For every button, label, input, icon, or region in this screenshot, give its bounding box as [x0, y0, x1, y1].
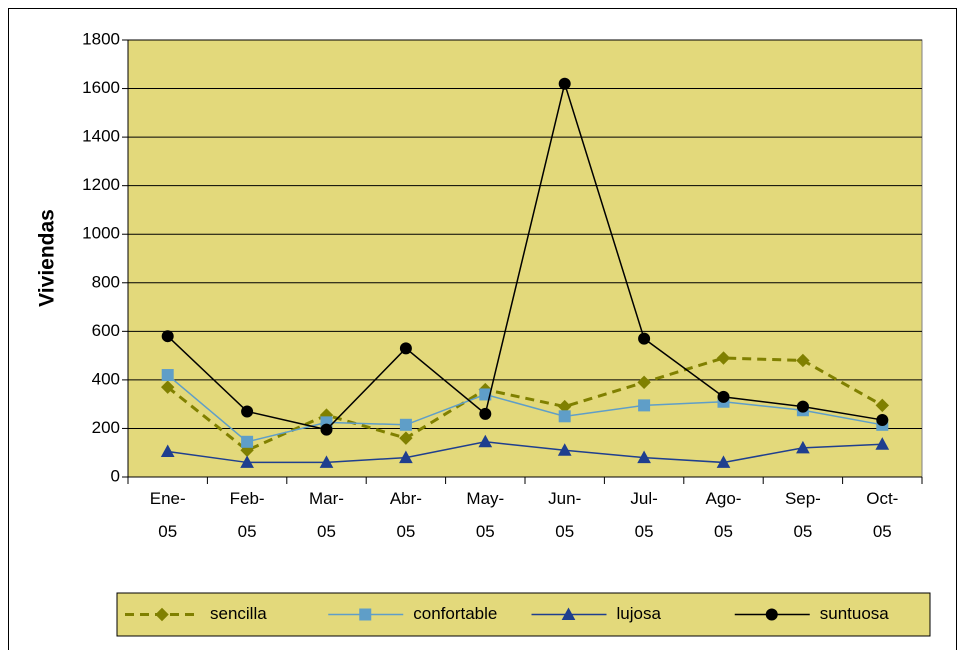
legend-label: suntuosa: [820, 604, 890, 623]
marker: [399, 431, 413, 445]
legend-marker: [765, 608, 778, 621]
y-tick-label: 400: [92, 369, 120, 388]
marker: [319, 455, 334, 468]
plot-area: [127, 39, 923, 478]
y-tick-label: 800: [92, 272, 120, 291]
x-tick-label: Jul-05: [630, 489, 657, 541]
y-tick-label: 0: [111, 466, 120, 485]
y-axis-label: Viviendas: [36, 209, 59, 307]
y-tick-label: 1600: [82, 78, 120, 97]
marker: [161, 330, 174, 343]
x-tick-label: Feb-05: [230, 489, 265, 541]
x-tick-label: Abr-05: [390, 489, 422, 541]
legend-label: confortable: [413, 604, 497, 623]
x-tick-label: Ene-05: [150, 489, 186, 541]
x-tick-label: Sep-05: [785, 489, 821, 541]
marker: [717, 390, 730, 403]
legend-marker: [359, 608, 372, 621]
marker: [399, 450, 413, 464]
marker: [637, 450, 651, 464]
series-line: [167, 80, 883, 431]
marker: [399, 418, 412, 431]
marker: [876, 413, 889, 426]
series-line: [167, 441, 883, 464]
marker: [875, 398, 890, 413]
marker: [241, 405, 254, 418]
marker: [796, 400, 809, 413]
marker: [796, 440, 810, 454]
y-tick-label: 200: [92, 418, 120, 437]
marker: [399, 342, 412, 355]
series-line: [166, 356, 884, 453]
x-tick-label: May-05: [466, 489, 504, 541]
marker: [558, 410, 571, 423]
legend-label: lujosa: [617, 604, 662, 623]
y-tick-label: 1400: [82, 127, 120, 146]
marker: [160, 380, 175, 394]
legend-marker: [155, 607, 169, 622]
marker: [716, 455, 731, 468]
marker: [637, 375, 651, 390]
x-tick-label: Ago-05: [706, 489, 742, 541]
marker: [558, 77, 571, 90]
marker: [160, 444, 175, 458]
y-tick-label: 600: [92, 321, 120, 340]
marker: [716, 351, 731, 365]
marker: [479, 388, 492, 401]
legend-label: sencilla: [210, 604, 267, 623]
marker: [557, 443, 572, 456]
marker: [241, 435, 254, 448]
marker: [320, 423, 333, 436]
y-tick-label: 1800: [82, 29, 120, 48]
marker: [796, 353, 810, 368]
marker: [161, 369, 174, 382]
x-tick-label: Mar-05: [309, 489, 344, 541]
marker: [638, 332, 651, 345]
y-tick-label: 1200: [82, 175, 120, 194]
series-line: [167, 374, 883, 443]
marker: [479, 407, 492, 420]
marker: [240, 455, 254, 468]
marker: [638, 399, 651, 412]
x-tick-label: Jun-05: [548, 489, 581, 541]
marker: [478, 434, 493, 448]
marker: [875, 437, 890, 450]
x-tick-label: Oct-05: [866, 489, 898, 541]
y-tick-label: 1000: [82, 224, 120, 243]
legend-marker: [561, 607, 576, 620]
